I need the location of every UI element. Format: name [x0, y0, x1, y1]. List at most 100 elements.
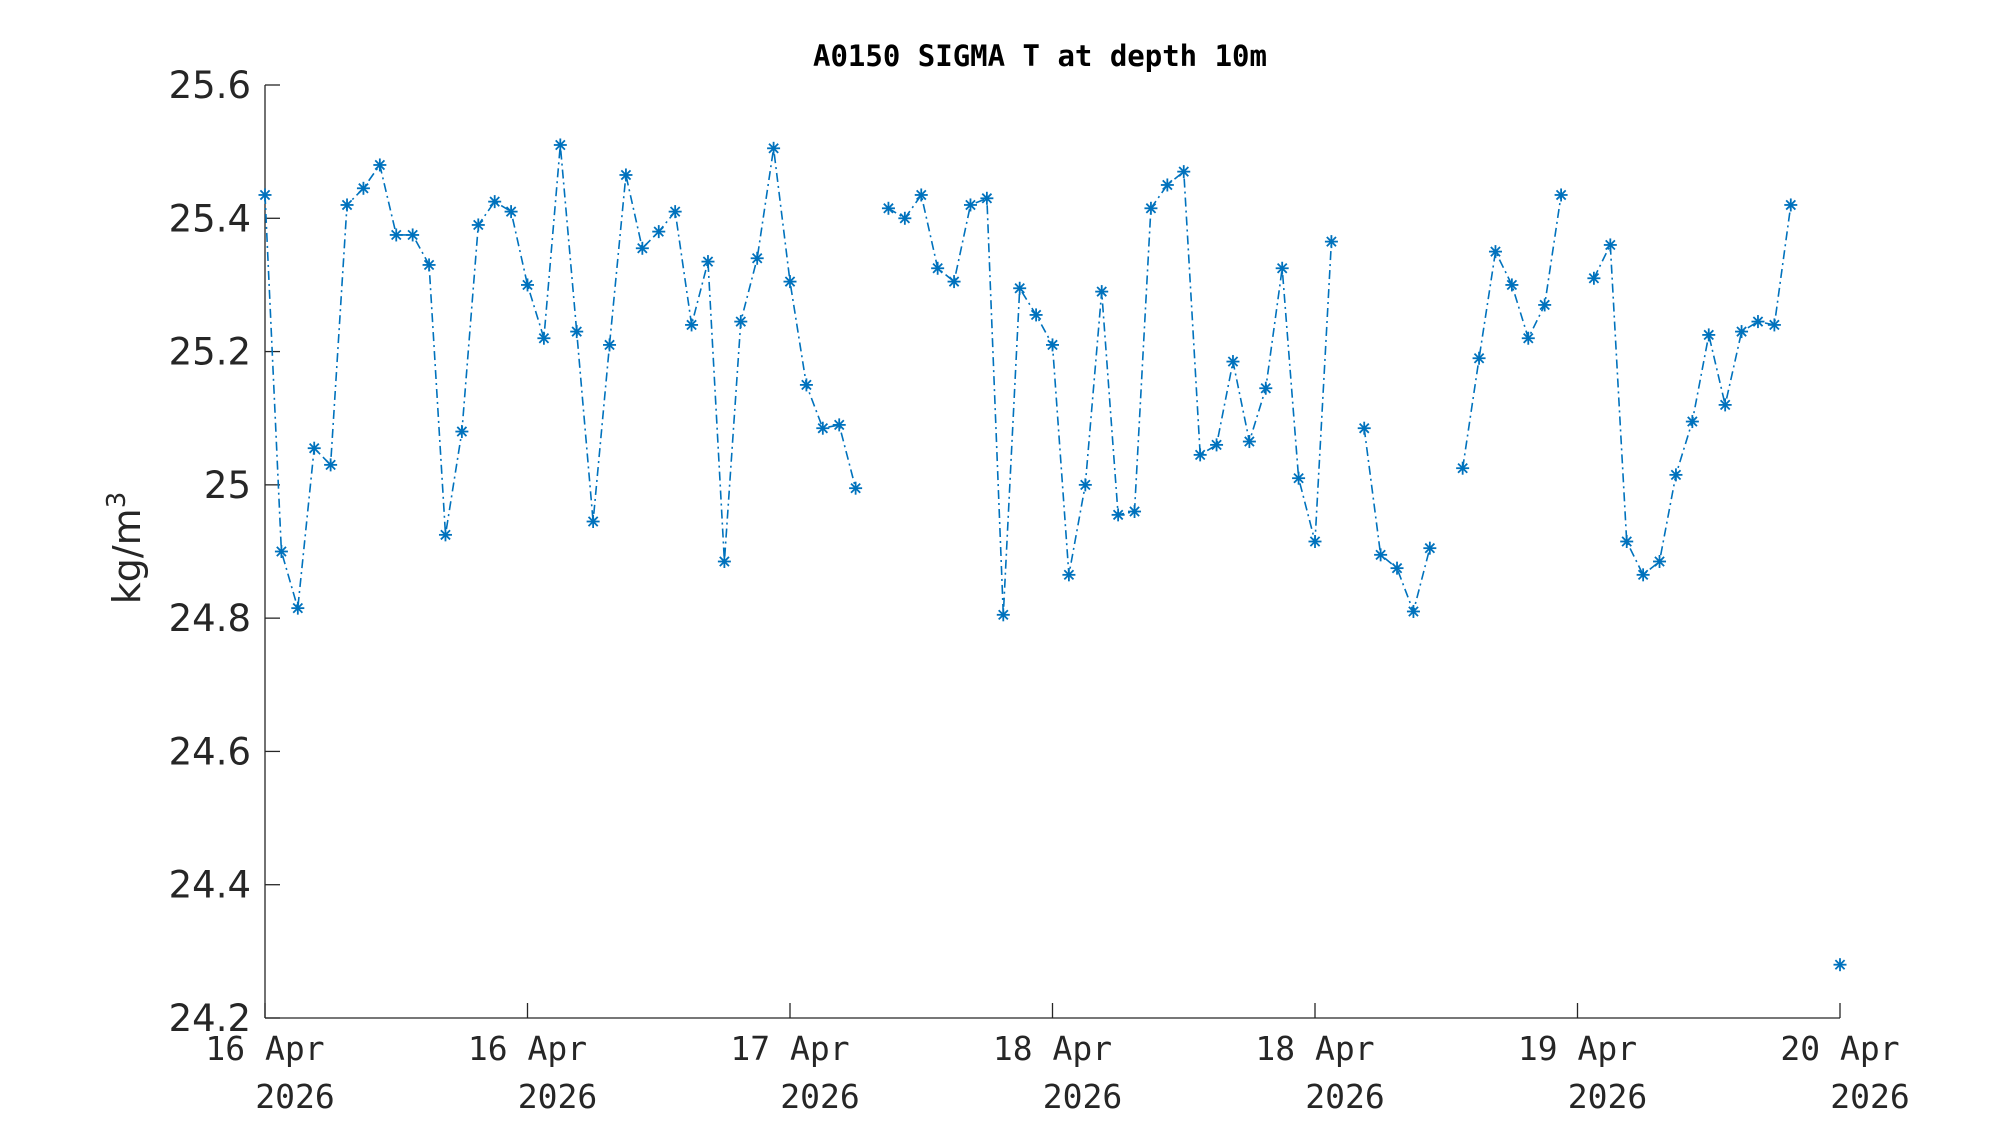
data-point: [799, 378, 813, 392]
data-point: [767, 141, 781, 155]
x-ticks: 16 Apr 2026 16 Apr 2026 17 Apr 2026 18 Apr 2026…: [205, 1003, 1910, 1116]
data-point: [717, 554, 731, 568]
data-point: [1160, 178, 1174, 192]
data-point: [406, 228, 420, 242]
data-point: [1177, 165, 1191, 179]
y-axis-label-text: kg/m: [105, 508, 149, 604]
data-point: [1029, 308, 1043, 322]
data-point: [1505, 278, 1519, 292]
data-point: [1636, 568, 1650, 582]
data-point: [1111, 508, 1125, 522]
data-point: [1324, 235, 1338, 249]
data-point: [324, 458, 338, 472]
data-point: [619, 168, 633, 182]
data-point: [1078, 478, 1092, 492]
data-point: [1308, 535, 1322, 549]
data-point: [1784, 198, 1798, 212]
data-point: [881, 201, 895, 215]
data-point: [1653, 554, 1667, 568]
x-tick-label: 20 Apr: [1780, 1029, 1899, 1068]
data-point: [734, 315, 748, 329]
data-point: [1735, 325, 1749, 339]
data-point: [1226, 355, 1240, 369]
data-point: [1390, 561, 1404, 575]
data-point: [1292, 471, 1306, 485]
data-point: [1210, 438, 1224, 452]
axes: [264, 85, 1840, 1019]
y-tick-label: 24.8: [169, 597, 251, 640]
x-tick-label: 18 Apr: [1255, 1029, 1374, 1068]
data-point: [274, 545, 288, 558]
data-point: [980, 191, 994, 205]
data-point: [1702, 328, 1716, 342]
data-point: [1062, 568, 1076, 582]
data-point: [1603, 238, 1617, 252]
x-tick-label-year: 2026: [518, 1077, 597, 1116]
data-point: [963, 198, 977, 212]
data-point: [1669, 468, 1683, 482]
series-line: [1461, 194, 1562, 469]
x-tick-label-year: 2026: [255, 1077, 334, 1116]
data-point: [1538, 298, 1552, 312]
data-point: [701, 255, 715, 269]
data-point: [783, 275, 797, 289]
data-point: [521, 278, 534, 292]
data-point: [1013, 281, 1027, 295]
data-point: [635, 241, 649, 255]
y-tick-label: 25.2: [169, 331, 251, 374]
data-point: [832, 418, 846, 432]
data-point: [389, 228, 403, 242]
data-point: [947, 275, 961, 289]
data-point: [603, 338, 617, 352]
x-tick-label: 18 Apr: [993, 1029, 1112, 1068]
x-tick-label: 17 Apr: [730, 1029, 849, 1068]
data-point: [586, 515, 600, 529]
data-point: [1259, 381, 1273, 395]
data-point: [307, 441, 321, 455]
data-point: [570, 325, 584, 339]
x-tick-label: 19 Apr: [1518, 1029, 1637, 1068]
data-point: [1128, 505, 1142, 519]
data-point: [1144, 201, 1158, 215]
data-point: [1521, 331, 1535, 345]
data-point: [1193, 448, 1207, 462]
series-line: [1593, 204, 1792, 577]
data-point: [455, 425, 469, 439]
y-tick-label: 25: [204, 464, 251, 507]
data-point: [652, 225, 666, 239]
y-tick-label: 24.2: [169, 997, 251, 1040]
data-point: [914, 188, 928, 202]
data-point: [1751, 315, 1765, 329]
data-point: [1472, 351, 1486, 365]
data-point: [471, 218, 485, 232]
data-point: [1423, 541, 1437, 555]
data-point: [537, 331, 551, 345]
data-point: [996, 608, 1010, 622]
y-tick-label: 24.4: [169, 864, 251, 907]
data-point: [668, 205, 682, 219]
data-point: [488, 195, 502, 209]
y-axis-label: kg/m3: [102, 492, 149, 605]
series-line: [887, 169, 1333, 615]
y-tick-label: 24.6: [169, 730, 251, 773]
data-point: [1406, 604, 1420, 618]
data-point: [258, 188, 272, 202]
data-point: [340, 198, 354, 212]
data-series: [258, 138, 1847, 972]
data-point: [356, 181, 370, 195]
data-point: [422, 258, 436, 272]
data-point: [1046, 338, 1059, 352]
data-point: [1095, 285, 1109, 299]
data-point: [685, 318, 699, 332]
data-point: [750, 251, 764, 265]
data-point: [1767, 318, 1781, 332]
data-point: [291, 601, 305, 615]
x-tick-label: 16 Apr: [468, 1029, 587, 1068]
data-point: [898, 211, 912, 225]
data-point: [931, 261, 945, 275]
data-point: [1587, 271, 1601, 285]
series-line: [1363, 428, 1431, 615]
y-tick-label: 25.4: [169, 197, 251, 240]
x-tick-label-year: 2026: [1043, 1077, 1122, 1116]
